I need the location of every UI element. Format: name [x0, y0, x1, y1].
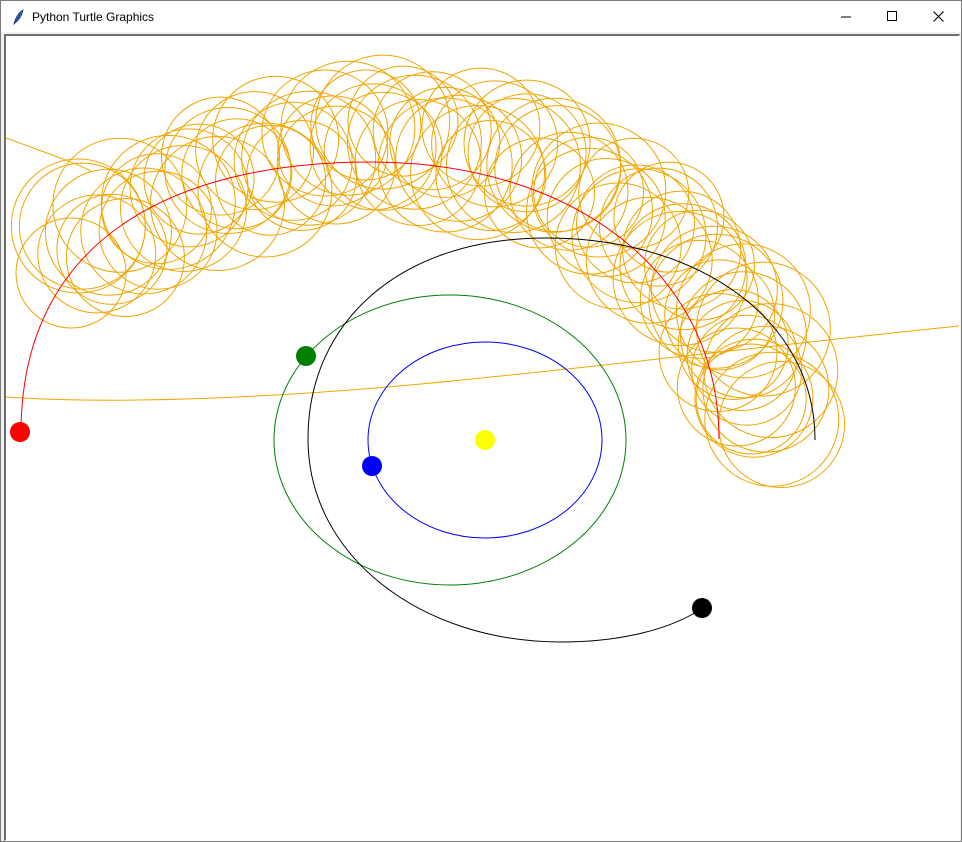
orange-loop-circle	[467, 93, 587, 213]
orange-loop-circle	[576, 164, 695, 284]
title-bar[interactable]: Python Turtle Graphics	[1, 1, 961, 32]
orange-loop-circle	[347, 65, 459, 177]
orange-loop-circle	[612, 211, 748, 346]
orange-loop-circle	[599, 167, 718, 287]
orange-loop-circle	[323, 91, 443, 211]
orange-loop-circle	[56, 193, 168, 305]
orange-loop-circle	[181, 118, 293, 230]
orange-loop-circle	[679, 271, 807, 399]
orange-loop-circle	[280, 60, 416, 196]
orange-long-trail	[6, 325, 959, 401]
orange-loop-circle	[509, 131, 629, 251]
orange-loop-trail	[10, 54, 846, 488]
orange-loop-circle	[346, 74, 482, 210]
orange-loop-circle	[578, 137, 690, 249]
orange-loop-circle	[143, 123, 255, 235]
orange-loop-circle	[310, 69, 422, 181]
orange-loop-circle	[212, 75, 340, 203]
orange-loop-circle	[80, 167, 208, 295]
orange-loop-circle	[410, 105, 546, 240]
minimize-icon	[840, 16, 851, 18]
orange-loop-circle	[531, 122, 667, 258]
red-planet	[10, 422, 30, 442]
orange-loop-circle	[695, 261, 831, 397]
orange-loop-circle	[695, 343, 807, 455]
black-planet	[692, 598, 712, 618]
orange-loop-circle	[546, 158, 666, 277]
orange-loop-circle	[554, 182, 682, 310]
orange-loop-circle	[161, 96, 280, 216]
orange-loop-circle	[639, 239, 759, 359]
orange-loop-circle	[246, 120, 358, 231]
orange-loop-circle	[694, 338, 814, 458]
orange-loop-circle	[435, 120, 547, 231]
orange-loop-circle	[691, 314, 803, 426]
orange-loop-circle	[533, 136, 645, 248]
orange-loop-circle	[233, 101, 353, 221]
orange-loop-circle	[571, 168, 707, 304]
orange-loop-circle	[195, 91, 315, 211]
close-icon	[932, 11, 944, 22]
orange-loop-circle	[389, 86, 501, 198]
orange-loop-circle	[37, 194, 157, 314]
blue-planet	[362, 456, 382, 476]
maximize-button[interactable]	[869, 1, 915, 32]
blue-orbit-trail	[367, 341, 603, 539]
feather-icon	[13, 8, 24, 25]
window-title: Python Turtle Graphics	[32, 9, 155, 24]
orange-loop-circle	[164, 107, 292, 234]
orange-loop-circle	[704, 351, 840, 487]
orange-loop-circle	[215, 124, 326, 236]
black-orbit-trail	[307, 237, 816, 643]
orange-loop-circle	[261, 69, 389, 197]
orange-loop-circle	[377, 97, 513, 233]
orange-entry-trail	[6, 137, 92, 172]
orange-loop-circle	[277, 95, 389, 207]
orange-loop-circle	[431, 80, 559, 208]
orange-loop-circle	[372, 71, 492, 191]
orange-loop-circle	[197, 122, 333, 258]
red-orbit-trail	[20, 161, 720, 440]
orange-loop-circle	[395, 94, 523, 222]
orange-loop-circle	[675, 243, 811, 379]
minimize-button[interactable]	[823, 1, 869, 32]
orange-loop-circle	[648, 233, 784, 369]
orange-loop-circle	[150, 136, 285, 271]
orange-loop-circle	[613, 161, 725, 273]
orange-loop-circle	[676, 327, 796, 447]
orange-loop-circle	[98, 170, 218, 290]
orange-loop-circle	[622, 190, 742, 310]
sun	[475, 430, 495, 450]
close-button[interactable]	[915, 1, 961, 32]
turtle-canvas[interactable]	[4, 34, 960, 841]
orange-loop-circle	[650, 225, 778, 353]
orange-loop-circle	[486, 97, 622, 233]
orange-loop-circle	[65, 198, 185, 317]
orange-loop-circle	[664, 259, 776, 371]
orange-loop-circle	[445, 98, 581, 233]
green-planet	[296, 346, 316, 366]
orange-loop-circle	[44, 168, 172, 296]
maximize-icon	[886, 11, 897, 21]
orange-loop-circle	[241, 90, 377, 226]
orange-loop-circle	[276, 105, 396, 225]
green-orbit-trail	[273, 294, 627, 586]
orange-loop-circle	[484, 137, 595, 249]
